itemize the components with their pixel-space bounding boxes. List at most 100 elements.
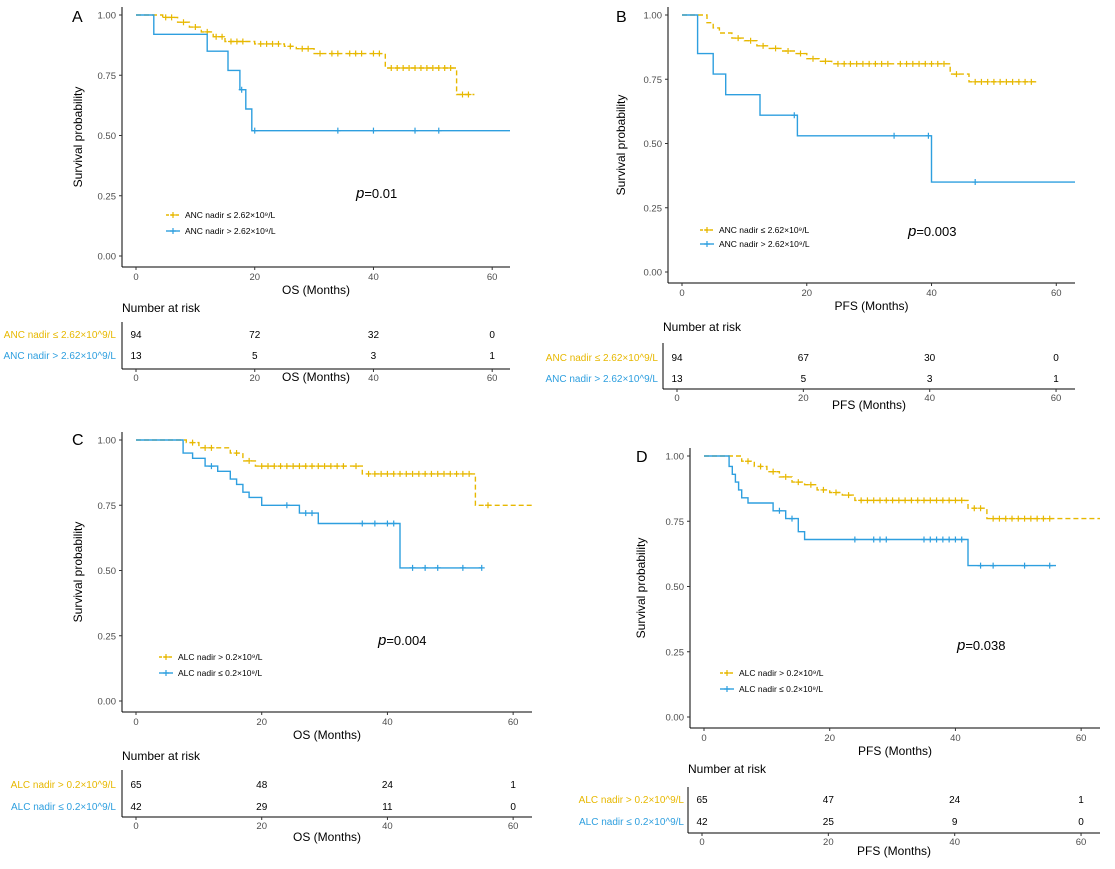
risk-count: 94 bbox=[130, 330, 142, 341]
censor-mark bbox=[903, 60, 910, 67]
y-tick-label: 0.25 bbox=[98, 631, 117, 642]
censor-mark bbox=[889, 497, 896, 504]
censor-mark bbox=[927, 497, 934, 504]
censor-mark bbox=[370, 127, 377, 134]
censor-mark bbox=[299, 45, 306, 52]
risk-row-label: ALC nadir ≤ 0.2×10^9/L bbox=[11, 802, 116, 813]
p-value-number: =0.004 bbox=[386, 633, 426, 648]
censor-mark bbox=[202, 444, 209, 451]
censor-mark bbox=[371, 520, 378, 527]
censor-mark bbox=[1046, 562, 1053, 569]
risk-count: 94 bbox=[671, 353, 683, 364]
censor-mark bbox=[946, 497, 953, 504]
censor-mark bbox=[441, 65, 448, 72]
censor-mark bbox=[388, 65, 395, 72]
risk-x-tick-label: 40 bbox=[368, 373, 379, 384]
km-curve-series-2 bbox=[682, 14, 1075, 183]
censor-mark bbox=[334, 50, 341, 57]
censor-mark bbox=[866, 60, 873, 67]
censor-mark bbox=[423, 65, 430, 72]
censor-mark bbox=[884, 60, 891, 67]
risk-count: 24 bbox=[382, 780, 394, 791]
censor-mark bbox=[909, 60, 916, 67]
risk-row-label: ANC nadir ≤ 2.62×10^9/L bbox=[4, 330, 117, 341]
censor-mark bbox=[429, 65, 436, 72]
censor-mark bbox=[283, 502, 290, 509]
censor-mark bbox=[878, 60, 885, 67]
p-value-number: =0.01 bbox=[364, 186, 397, 201]
censor-mark bbox=[795, 479, 802, 486]
censor-mark bbox=[972, 179, 979, 186]
risk-x-tick-label: 20 bbox=[798, 393, 809, 404]
censor-mark bbox=[302, 463, 309, 470]
censor-mark bbox=[317, 50, 324, 57]
censor-mark bbox=[760, 42, 767, 49]
risk-count: 11 bbox=[382, 802, 393, 813]
censor-mark bbox=[376, 50, 383, 57]
censor-mark bbox=[990, 562, 997, 569]
censor-mark bbox=[928, 60, 935, 67]
censor-mark bbox=[916, 60, 923, 67]
legend-label: ANC nadir > 2.62×10⁹/L bbox=[719, 239, 810, 249]
x-tick-label: 40 bbox=[382, 717, 393, 728]
censor-mark bbox=[785, 47, 792, 54]
x-tick-label: 0 bbox=[701, 733, 706, 744]
censor-mark bbox=[922, 60, 929, 67]
risk-count: 65 bbox=[130, 780, 142, 791]
censor-mark bbox=[384, 470, 391, 477]
censor-mark bbox=[952, 497, 959, 504]
censor-mark bbox=[864, 497, 871, 504]
risk-count: 30 bbox=[924, 353, 936, 364]
censor-mark bbox=[883, 497, 890, 504]
censor-mark bbox=[939, 536, 946, 543]
censor-mark bbox=[921, 497, 927, 504]
risk-count: 25 bbox=[823, 817, 835, 828]
y-tick-label: 1.00 bbox=[98, 436, 117, 447]
censor-mark bbox=[791, 112, 798, 119]
risk-count: 0 bbox=[489, 330, 495, 341]
censor-mark bbox=[287, 43, 294, 50]
risk-count: 1 bbox=[489, 351, 495, 362]
x-tick-label: 0 bbox=[679, 288, 684, 299]
y-tick-label: 1.00 bbox=[666, 452, 685, 463]
censor-mark bbox=[359, 520, 366, 527]
p-value: p=0.038 bbox=[956, 637, 1005, 654]
y-axis-title: Survival probability bbox=[614, 95, 628, 196]
p-value: p=0.01 bbox=[355, 185, 397, 202]
censor-mark bbox=[870, 497, 877, 504]
y-tick-label: 1.00 bbox=[644, 11, 663, 22]
censor-mark bbox=[328, 50, 335, 57]
censor-mark bbox=[810, 55, 816, 62]
censor-mark bbox=[997, 78, 1004, 85]
legend-label: ANC nadir ≤ 2.62×10⁹/L bbox=[719, 225, 810, 235]
censor-mark bbox=[309, 463, 315, 470]
censor-mark bbox=[459, 564, 466, 571]
risk-row-label: ALC nadir > 0.2×10^9/L bbox=[579, 795, 685, 806]
censor-mark bbox=[340, 463, 347, 470]
y-tick-label: 0.75 bbox=[666, 517, 685, 528]
km-curve-series-2 bbox=[136, 439, 482, 569]
censor-mark bbox=[952, 536, 959, 543]
risk-table-title: Number at risk bbox=[663, 320, 742, 334]
risk-table-title: Number at risk bbox=[122, 749, 201, 763]
censor-mark bbox=[990, 78, 997, 85]
censor-mark bbox=[933, 536, 940, 543]
censor-mark bbox=[257, 40, 264, 47]
censor-mark bbox=[958, 497, 965, 504]
p-value: p=0.004 bbox=[377, 632, 426, 649]
censor-mark bbox=[1009, 515, 1015, 522]
legend-key-mark bbox=[163, 654, 169, 660]
risk-count: 3 bbox=[371, 351, 377, 362]
censor-mark bbox=[189, 439, 196, 446]
legend-label: ALC nadir ≤ 0.2×10⁹/L bbox=[739, 684, 823, 694]
km-curve-series-1 bbox=[136, 14, 475, 96]
censor-mark bbox=[321, 463, 328, 470]
censor-mark bbox=[447, 65, 454, 72]
censor-mark bbox=[1009, 78, 1016, 85]
legend-label: ALC nadir ≤ 0.2×10⁹/L bbox=[178, 668, 262, 678]
censor-mark bbox=[180, 19, 187, 26]
censor-mark bbox=[309, 510, 315, 517]
x-tick-label: 20 bbox=[801, 288, 812, 299]
censor-mark bbox=[941, 60, 947, 67]
